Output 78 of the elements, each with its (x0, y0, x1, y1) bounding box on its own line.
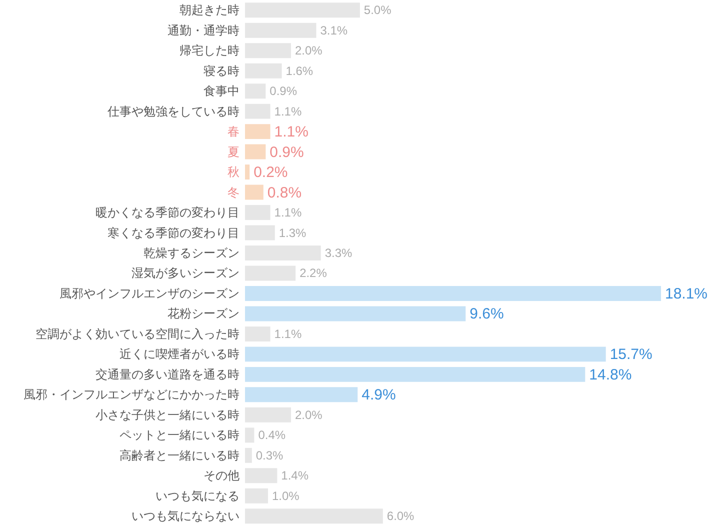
y-tick-label: 高齢者と一緒にいる時 (120, 448, 240, 462)
data-label: 3.1% (320, 23, 348, 38)
bar (245, 346, 606, 362)
y-tick-label: 花粉シーズン (168, 306, 240, 321)
data-label: 0.9% (270, 84, 298, 98)
bar (245, 508, 383, 524)
y-tick-label: 冬 (228, 185, 240, 200)
bar (245, 488, 268, 504)
y-tick-label: 朝起きた時 (180, 3, 240, 18)
bar (245, 164, 250, 180)
data-label: 4.9% (362, 386, 396, 404)
data-label: 0.8% (267, 184, 302, 202)
data-label: 2.0% (294, 44, 323, 58)
data-label: 3.3% (324, 246, 353, 260)
y-tick-label: 交通量の多い道路を通る時 (96, 367, 240, 382)
data-label: 9.6% (470, 306, 504, 323)
bar (245, 2, 360, 18)
bar (245, 104, 270, 119)
y-tick-label: いつも気になる (156, 488, 240, 503)
data-label: 0.3% (256, 448, 284, 462)
bar (245, 184, 264, 200)
data-label: 18.1% (664, 285, 708, 302)
y-tick-label: 風邪やインフルエンザのシーズン (60, 286, 240, 300)
data-label: 0.9% (270, 144, 304, 161)
y-tick-label: 風邪・インフルエンザなどにかかった時 (24, 388, 240, 402)
data-label: 6.0% (386, 509, 415, 524)
data-label: 2.0% (294, 408, 323, 422)
y-tick-label: 食事中 (204, 84, 240, 98)
bar (245, 468, 278, 484)
y-tick-label: ペットと一緒にいる時 (120, 428, 240, 442)
data-label: 0.4% (258, 428, 286, 442)
data-label: 1.6% (286, 64, 314, 78)
y-tick-label: 空調がよく効いている空間に入った時 (36, 326, 240, 341)
bar (245, 205, 270, 220)
y-tick-label: 乾燥するシーズン (144, 246, 240, 260)
data-label: 15.7% (610, 346, 652, 364)
bar (245, 246, 321, 260)
bar (245, 84, 266, 99)
bar (245, 266, 296, 281)
bar (245, 306, 466, 322)
bar (245, 366, 586, 382)
y-tick-label: 春 (228, 124, 240, 139)
y-tick-label: その他 (204, 468, 240, 483)
y-tick-label: いつも気にならない (132, 509, 240, 524)
bar (245, 144, 266, 160)
data-label: 2.2% (300, 266, 328, 280)
y-tick-label: 帰宅した時 (180, 44, 240, 58)
data-label: 1.1% (274, 104, 302, 118)
data-label: 1.1% (274, 124, 308, 141)
bar (245, 63, 282, 78)
bar (245, 407, 291, 422)
y-tick-label: 湿気が多いシーズン (132, 266, 240, 280)
bar (245, 286, 661, 301)
y-tick-label: 夏 (228, 144, 240, 159)
data-label: 1.3% (278, 226, 307, 240)
y-tick-label: 通勤・通学時 (168, 23, 240, 38)
bar (245, 326, 270, 342)
bar (245, 124, 270, 140)
y-tick-label: 寒くなる季節の変わり目 (108, 226, 240, 240)
data-label: 1.0% (272, 488, 300, 503)
y-tick-label: 暖かくなる季節の変わり目 (96, 206, 240, 220)
data-label: 0.2% (254, 164, 288, 182)
data-label: 14.8% (589, 366, 632, 384)
y-tick-label: 近くに喫煙者がいる時 (120, 347, 240, 362)
bar (245, 225, 275, 240)
bar (245, 43, 291, 58)
data-label: 1.1% (274, 206, 302, 220)
bar (245, 22, 316, 38)
data-label: 1.1% (274, 326, 302, 341)
data-label: 5.0% (364, 3, 392, 18)
y-tick-label: 仕事や勉強をしている時 (106, 104, 240, 118)
y-tick-label: 秋 (228, 165, 240, 180)
bar (245, 448, 252, 463)
y-tick-label: 小さな子供と一緒にいる時 (96, 408, 240, 422)
bar (245, 428, 254, 443)
bar (245, 387, 358, 402)
y-tick-label: 寝る時 (204, 64, 240, 78)
data-label: 1.4% (281, 468, 309, 483)
